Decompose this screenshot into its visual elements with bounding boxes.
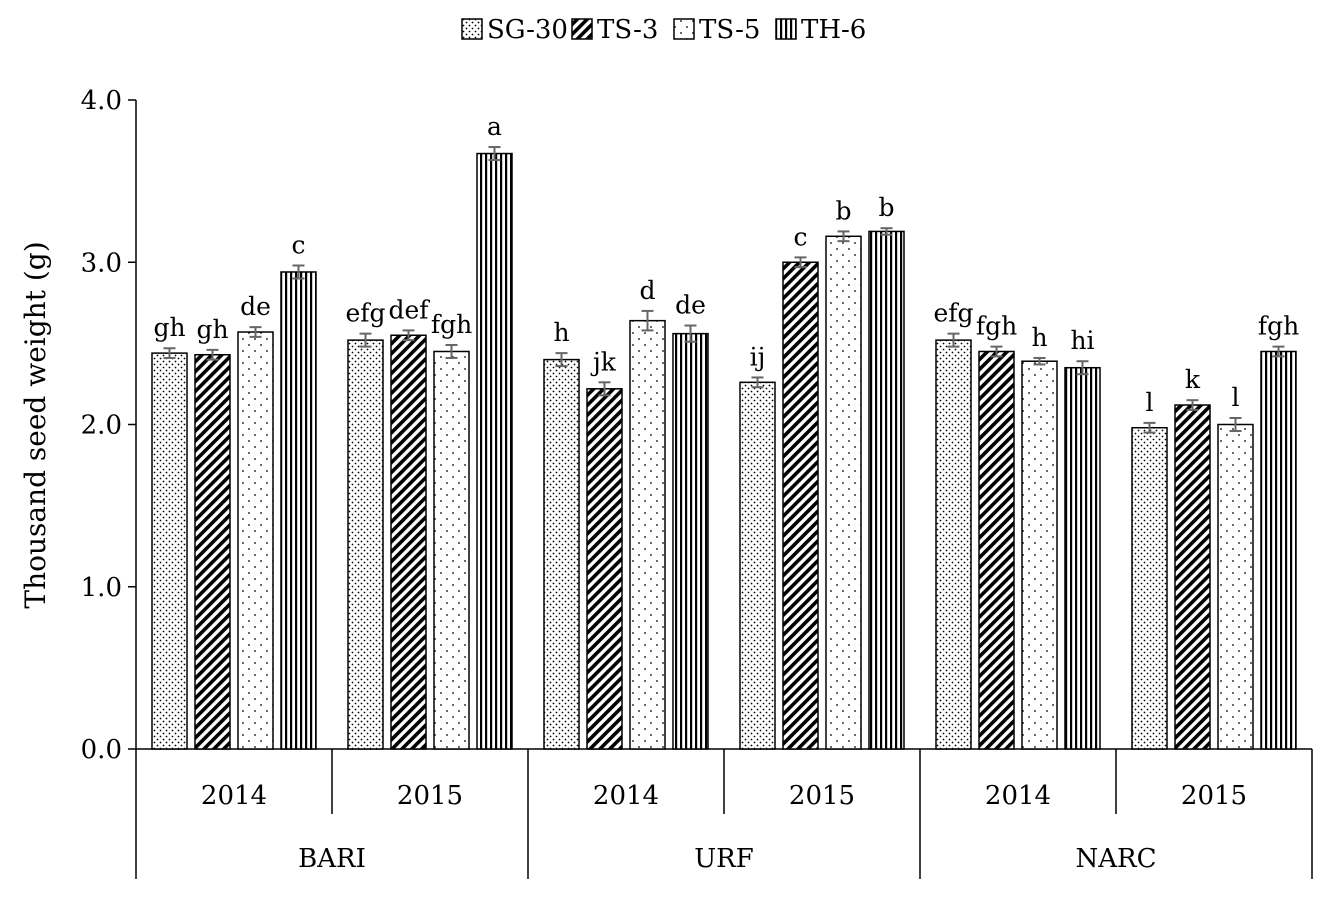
legend-swatch-SG-30 bbox=[461, 18, 483, 40]
bars: gh efg h ij efg l gh def jk c fgh k de fgh d b h l c a de b hi… bbox=[151, 112, 1299, 750]
x-group-label: BARI bbox=[298, 844, 366, 874]
significance-letter: de bbox=[675, 291, 706, 320]
significance-letter: c bbox=[291, 230, 305, 259]
bar-TS-5 bbox=[1217, 423, 1254, 750]
significance-letter: k bbox=[1185, 365, 1201, 394]
x-tick-label-year: 2014 bbox=[985, 781, 1051, 811]
bar-TS-5 bbox=[237, 331, 274, 750]
significance-letter: efg bbox=[345, 299, 385, 328]
bar-TH-6 bbox=[1260, 350, 1297, 750]
bar-SG-30 bbox=[347, 339, 384, 750]
legend: SG-30 TS-3 TS-5 TH-6 bbox=[461, 15, 866, 45]
bar-TS-3 bbox=[978, 350, 1015, 750]
significance-letter: l bbox=[1146, 388, 1154, 417]
bar-TS-5 bbox=[825, 235, 862, 750]
bar-TH-6 bbox=[868, 230, 905, 750]
bar-TS-5 bbox=[629, 319, 666, 750]
bar-TS-3 bbox=[194, 353, 231, 750]
bar-TS-5 bbox=[1021, 360, 1058, 750]
bar-TH-6 bbox=[672, 332, 709, 750]
y-tick-label: 2.0 bbox=[81, 411, 122, 441]
legend-swatch-TH-6 bbox=[775, 18, 797, 40]
bar-TS-3 bbox=[390, 334, 427, 750]
bar-SG-30 bbox=[151, 352, 188, 750]
x-tick-label-year: 2014 bbox=[201, 781, 267, 811]
significance-letter: def bbox=[388, 295, 430, 324]
bar-TH-6 bbox=[280, 271, 317, 750]
bar-TH-6 bbox=[476, 152, 513, 750]
x-tick-label-year: 2015 bbox=[1181, 781, 1247, 811]
x-tick-label-year: 2014 bbox=[593, 781, 659, 811]
bar-TH-6 bbox=[1064, 366, 1101, 750]
y-axis-label: Thousand seed weight (g) bbox=[19, 241, 52, 608]
significance-letter: b bbox=[878, 193, 894, 222]
bar-SG-30 bbox=[1131, 426, 1168, 750]
y-tick-label: 3.0 bbox=[81, 248, 122, 278]
significance-letter: gh bbox=[196, 315, 228, 344]
significance-letter: l bbox=[1232, 383, 1240, 412]
significance-letter: jk bbox=[590, 347, 617, 376]
bar-TS-3 bbox=[586, 388, 623, 750]
bar-TS-3 bbox=[1174, 404, 1211, 750]
significance-letter: fgh bbox=[976, 312, 1017, 341]
legend-swatch-TS-3 bbox=[571, 18, 593, 40]
significance-letter: gh bbox=[153, 313, 185, 342]
axes: 0.0 1.0 2.0 3.0 4.0 2014 2015 BARI 2014 2015 URF 20… bbox=[81, 86, 1313, 879]
legend-label: TH-6 bbox=[801, 15, 866, 45]
significance-letter: c bbox=[793, 222, 807, 251]
significance-letter: a bbox=[487, 112, 502, 141]
legend-label: SG-30 bbox=[487, 15, 568, 45]
y-tick-label: 0.0 bbox=[81, 735, 122, 765]
legend-label: TS-5 bbox=[699, 15, 760, 45]
significance-letter: fgh bbox=[431, 310, 472, 339]
legend-swatch-TS-5 bbox=[673, 18, 695, 40]
significance-letter: efg bbox=[933, 299, 973, 328]
legend-label: TS-3 bbox=[597, 15, 658, 45]
x-tick-label-year: 2015 bbox=[397, 781, 463, 811]
bar-SG-30 bbox=[739, 381, 776, 750]
significance-letter: h bbox=[553, 318, 569, 347]
significance-letter: h bbox=[1031, 323, 1047, 352]
bar-TS-5 bbox=[433, 350, 470, 750]
significance-letter: ij bbox=[750, 342, 766, 371]
y-tick-label: 4.0 bbox=[81, 86, 122, 116]
x-group-label: NARC bbox=[1076, 844, 1157, 874]
significance-letter: fgh bbox=[1258, 312, 1299, 341]
significance-letter: b bbox=[835, 196, 851, 225]
significance-letter: de bbox=[240, 292, 271, 321]
x-group-label: URF bbox=[694, 844, 754, 874]
significance-letter: d bbox=[639, 276, 655, 305]
significance-letter: hi bbox=[1070, 326, 1094, 355]
bar-SG-30 bbox=[935, 339, 972, 750]
bar-SG-30 bbox=[543, 358, 580, 750]
y-tick-label: 1.0 bbox=[81, 573, 122, 603]
x-tick-label-year: 2015 bbox=[789, 781, 855, 811]
bar-TS-3 bbox=[782, 261, 819, 750]
